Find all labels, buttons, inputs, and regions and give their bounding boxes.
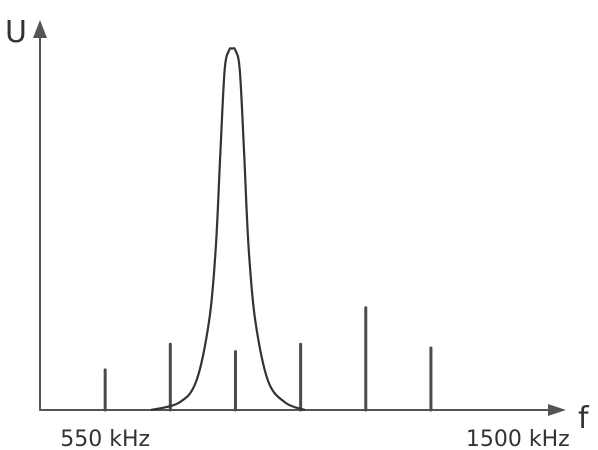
tick-labels: 550 kHz 1500 kHz	[60, 427, 569, 450]
spectral-lines	[103, 306, 433, 412]
y-axis-label: U	[5, 15, 27, 50]
x-tick-label-1: 550 kHz	[60, 427, 150, 450]
x-axis-arrow	[548, 404, 566, 416]
x-tick-label-2: 1500 kHz	[466, 427, 570, 450]
x-axis-label: f	[578, 401, 590, 436]
resonance-curve-group	[150, 47, 306, 412]
y-axis-arrow	[33, 20, 47, 38]
axes: U f	[5, 15, 590, 436]
resonance-curve	[150, 47, 306, 412]
